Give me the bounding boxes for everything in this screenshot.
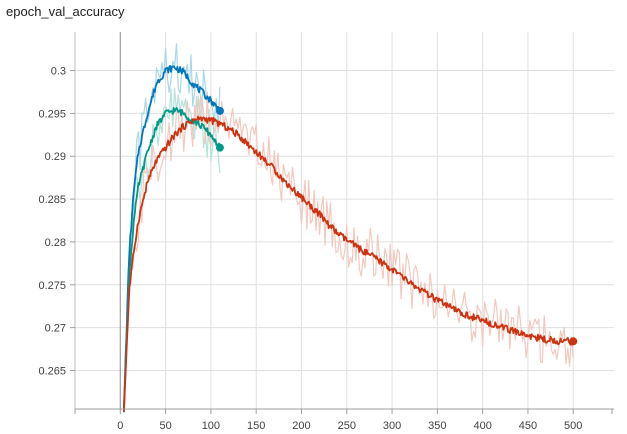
series-endpoints: [216, 107, 577, 345]
y-tick-label: 0.275: [38, 280, 66, 292]
x-tick-label: 350: [428, 420, 446, 432]
x-tick-label: 150: [247, 420, 265, 432]
raw-series-layer: [124, 44, 573, 409]
y-tick-label: 0.28: [45, 237, 66, 249]
x-tick-label: 250: [338, 420, 356, 432]
y-tick-label: 0.3: [51, 66, 66, 78]
x-tick-label: 450: [519, 420, 537, 432]
x-tick-label: 200: [292, 420, 310, 432]
x-tick-label: 50: [159, 420, 171, 432]
series-end-point: [216, 107, 224, 115]
x-tick-label: 400: [473, 420, 491, 432]
series-end-point: [216, 144, 224, 152]
raw-series-line: [124, 92, 573, 406]
x-tick-label: 500: [564, 420, 582, 432]
x-axis-ticks: 0 50 100 150 200 250 300 350 400 450 500: [75, 409, 612, 432]
y-tick-label: 0.27: [45, 323, 66, 335]
x-tick-label: 300: [383, 420, 401, 432]
series-end-point: [569, 337, 577, 345]
y-tick-label: 0.265: [38, 365, 66, 377]
y-tick-label: 0.285: [38, 194, 66, 206]
y-axis-ticks: 0.265 0.27 0.275 0.28 0.285 0.29 0.295 0.3: [38, 66, 75, 378]
x-tick-label: 100: [202, 420, 220, 432]
y-tick-label: 0.29: [45, 151, 66, 163]
y-tick-label: 0.295: [38, 108, 66, 120]
x-tick-label: 0: [117, 420, 123, 432]
